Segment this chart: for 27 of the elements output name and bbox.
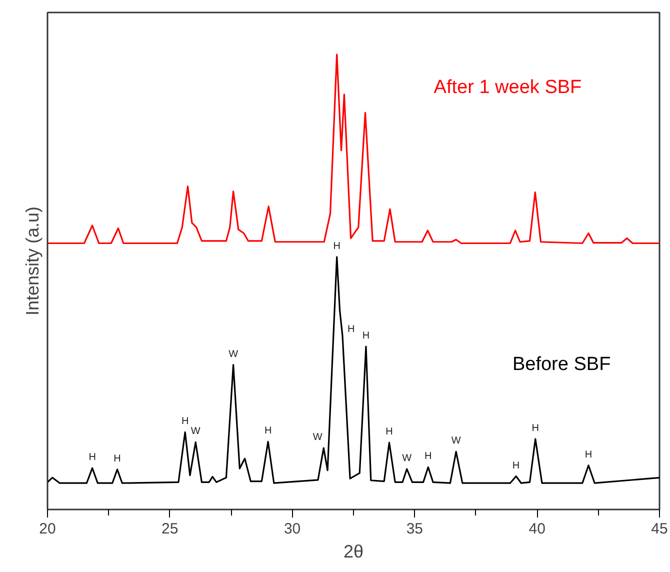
x-tick-label: 45 (651, 520, 668, 538)
x-tick-label: 25 (162, 520, 178, 538)
annotation: W (228, 348, 239, 360)
x-tick-label: 40 (528, 520, 546, 538)
annotation: H (362, 330, 370, 342)
annotation: H (424, 451, 432, 462)
annotation: W (402, 452, 412, 464)
annotation: H (584, 449, 592, 460)
annotation: H (512, 460, 520, 472)
x-tick-label: 30 (284, 520, 301, 538)
y-axis-title: Intensity (a.u) (22, 206, 42, 316)
text: After 1 week SBF (434, 77, 582, 98)
annotation: H (88, 452, 96, 464)
annotation: W (451, 436, 462, 447)
annotation: W (312, 432, 323, 444)
x-tick-label: 35 (406, 520, 424, 538)
annotation: H (347, 324, 355, 336)
annotation: W (190, 426, 201, 438)
text: Before SBF (512, 354, 611, 375)
annotation: H (386, 426, 393, 438)
annotation: H (264, 426, 272, 437)
annotation: H (333, 240, 340, 252)
annotation: H (532, 422, 540, 434)
x-axis-title: 2θ (343, 542, 364, 562)
annotation: H (114, 453, 121, 464)
x-tick-label: 20 (39, 520, 56, 538)
annotation: H (181, 416, 189, 428)
